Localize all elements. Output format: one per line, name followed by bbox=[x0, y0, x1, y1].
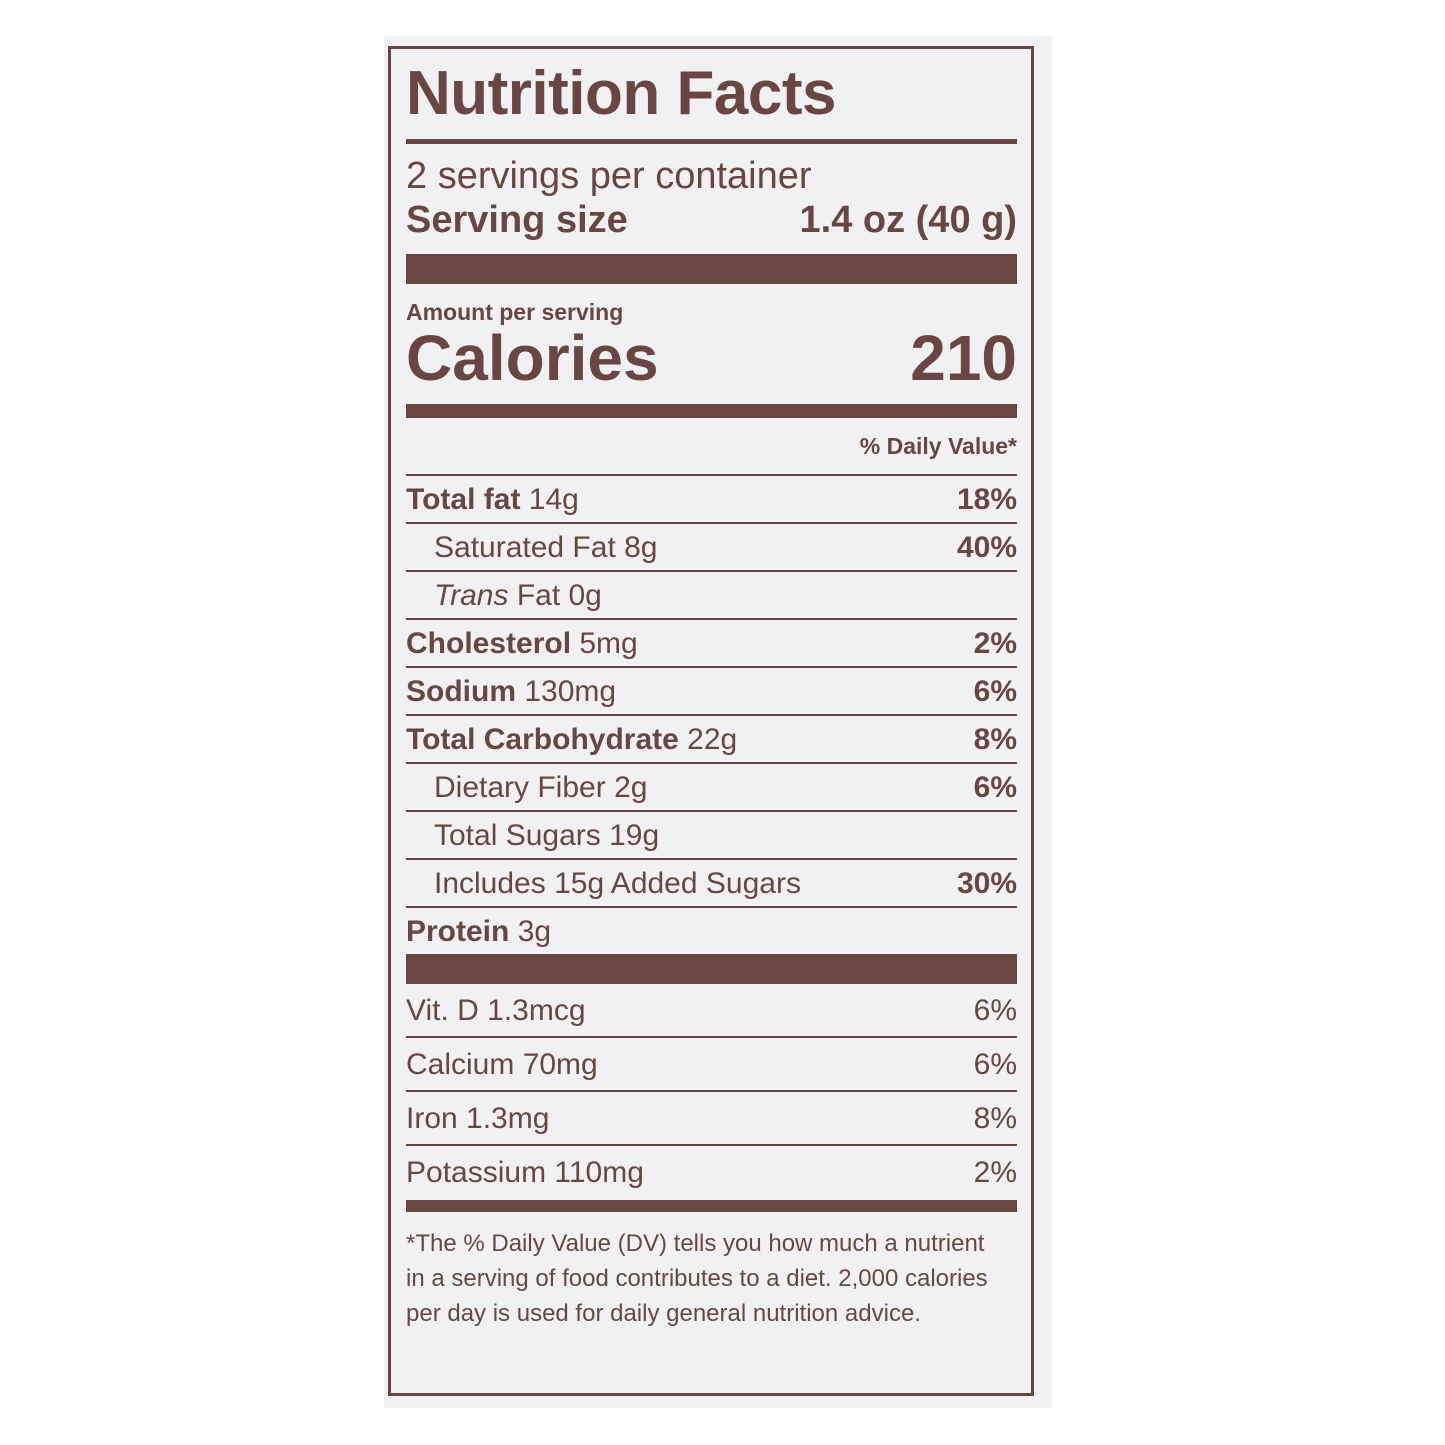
nutrient-name: Cholesterol bbox=[406, 627, 572, 660]
nutrition-facts-panel: Nutrition Facts 2 servings per container… bbox=[388, 46, 1034, 1396]
panel-title: Nutrition Facts bbox=[406, 59, 836, 128]
nutrient-dv: 40% bbox=[956, 531, 1017, 564]
nutrient-dv: 6% bbox=[973, 675, 1017, 708]
nutrient-name: Total Carbohydrate bbox=[406, 723, 679, 756]
daily-value-header: % Daily Value* bbox=[406, 432, 1017, 476]
nutrient-name: Dietary Fiber bbox=[434, 771, 606, 804]
nutrient-amount: 3g bbox=[517, 915, 552, 948]
serving-size-row: Serving size 1.4 oz (40 g) bbox=[406, 198, 1017, 242]
vitamin-row: Calcium 70mg 6% bbox=[406, 1038, 1017, 1092]
nutrient-name: Trans bbox=[434, 579, 509, 612]
nutrient-name: Total fat bbox=[406, 483, 521, 516]
footnote: *The % Daily Value (DV) tells you how mu… bbox=[406, 1230, 988, 1327]
nutrient-row: Protein 3g bbox=[406, 908, 1017, 954]
nutrient-name: Includes 15g Added Sugars bbox=[434, 867, 801, 900]
divider-medium bbox=[406, 1200, 1017, 1212]
nutrient-row: Trans Fat 0g bbox=[406, 572, 1017, 620]
vitamin-name: Vit. D 1.3mcg bbox=[406, 994, 586, 1027]
nutrient-amount: 5mg bbox=[579, 627, 638, 660]
nutrient-name: Saturated Fat bbox=[434, 531, 616, 564]
vitamin-dv: 2% bbox=[973, 1156, 1017, 1189]
servings-per-container: 2 servings per container bbox=[406, 155, 812, 197]
vitamin-dv: 8% bbox=[973, 1102, 1017, 1135]
nutrient-row: Includes 15g Added Sugars 30% bbox=[406, 860, 1017, 908]
nutrient-amount: 2g bbox=[614, 771, 648, 804]
vitamin-name: Iron 1.3mg bbox=[406, 1102, 550, 1135]
nutrient-dv: 30% bbox=[956, 867, 1017, 900]
nutrient-amount: 130mg bbox=[524, 675, 617, 708]
nutrient-name: Protein bbox=[406, 915, 510, 948]
divider bbox=[406, 139, 1017, 144]
nutrient-amount: 22g bbox=[687, 723, 738, 756]
nutrient-dv: 2% bbox=[973, 627, 1017, 660]
nutrient-dv: 8% bbox=[973, 723, 1017, 756]
nutrient-amount: 19g bbox=[609, 819, 660, 852]
serving-size-value: 1.4 oz (40 g) bbox=[799, 199, 1018, 241]
calories-row: Calories 210 bbox=[406, 326, 1017, 390]
nutrient-row: Cholesterol 5mg 2% bbox=[406, 620, 1017, 668]
nutrient-dv: 18% bbox=[956, 483, 1017, 516]
calories-value: 210 bbox=[910, 322, 1017, 394]
amount-per-serving: Amount per serving bbox=[406, 299, 624, 325]
nutrient-row: Sodium 130mg 6% bbox=[406, 668, 1017, 716]
divider-medium bbox=[406, 404, 1017, 418]
vitamin-row: Potassium 110mg 2% bbox=[406, 1146, 1017, 1198]
nutrient-row: Saturated Fat 8g 40% bbox=[406, 524, 1017, 572]
nutrient-dv: 6% bbox=[973, 771, 1017, 804]
nutrient-amount: 14g bbox=[528, 483, 579, 516]
vitamin-name: Potassium 110mg bbox=[406, 1156, 644, 1189]
vitamin-dv: 6% bbox=[973, 1048, 1017, 1081]
nutrient-row: Total Carbohydrate 22g 8% bbox=[406, 716, 1017, 764]
vitamin-row: Vit. D 1.3mcg 6% bbox=[406, 984, 1017, 1038]
serving-size-label: Serving size bbox=[406, 199, 628, 241]
calories-label: Calories bbox=[406, 322, 659, 394]
divider-thick bbox=[406, 254, 1017, 284]
nutrient-row: Total Sugars 19g bbox=[406, 812, 1017, 860]
nutrient-name: Sodium bbox=[406, 675, 516, 708]
nutrient-amount: Fat 0g bbox=[516, 579, 602, 612]
nutrient-name: Total Sugars bbox=[434, 819, 601, 852]
vitamin-row: Iron 1.3mg 8% bbox=[406, 1092, 1017, 1146]
nutrient-amount: 8g bbox=[624, 531, 658, 564]
nutrient-row: Total fat 14g 18% bbox=[406, 476, 1017, 524]
vitamin-dv: 6% bbox=[973, 994, 1017, 1027]
nutrient-row: Dietary Fiber 2g 6% bbox=[406, 764, 1017, 812]
divider-thick bbox=[406, 954, 1017, 984]
vitamin-name: Calcium 70mg bbox=[406, 1048, 598, 1081]
